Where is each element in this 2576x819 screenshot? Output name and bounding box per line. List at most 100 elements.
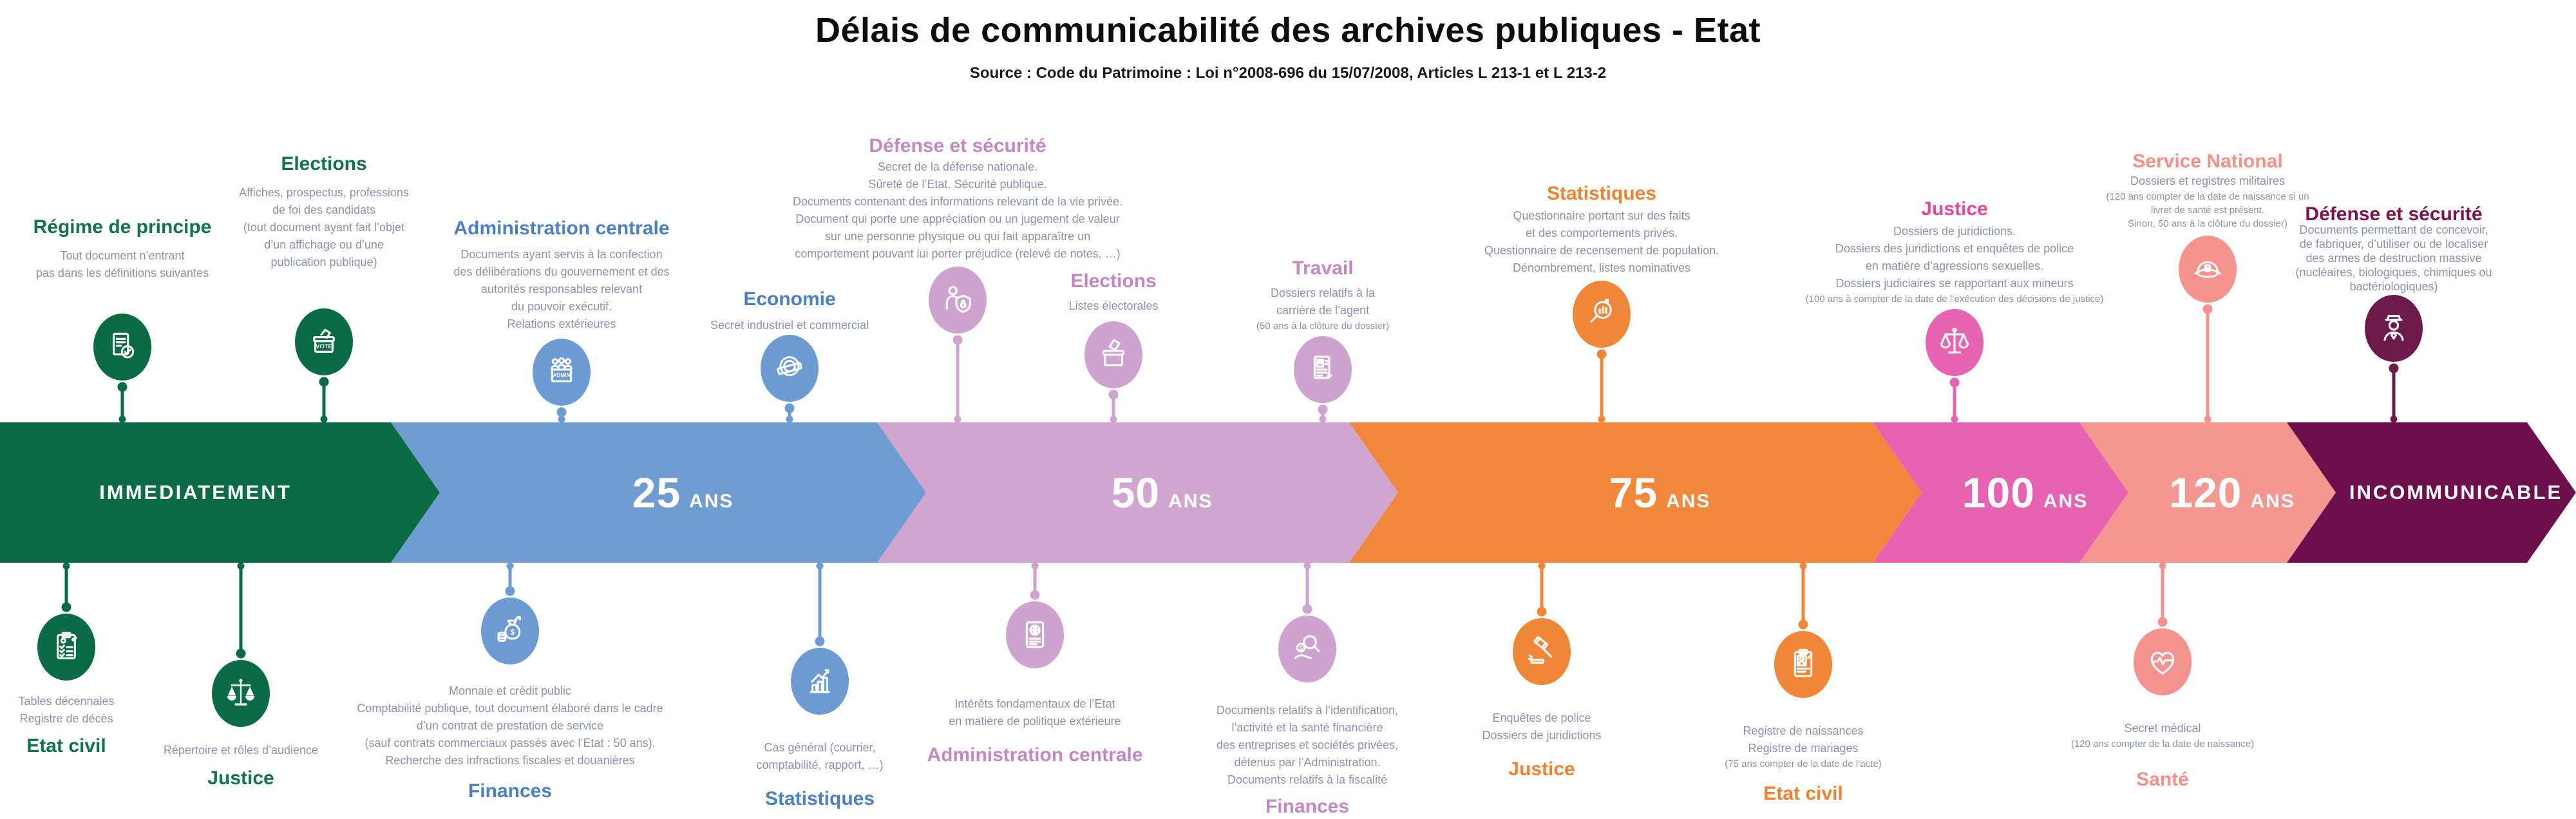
segment-label: IMMEDIATEMENT bbox=[99, 481, 291, 504]
segment-label: 100 ANS bbox=[1962, 468, 2088, 517]
connector-dot bbox=[1319, 415, 1327, 423]
description-line: Tout document n’entrant bbox=[60, 249, 185, 262]
description-line: Répertoire et rôles d’audience bbox=[163, 744, 319, 757]
description-line: bactériologiques) bbox=[2349, 280, 2438, 293]
description-line: Secret de la défense nationale. bbox=[877, 160, 1038, 173]
category-title-administration-centrale-50: Administration centrale bbox=[927, 744, 1143, 766]
svg-text:$: $ bbox=[510, 628, 515, 637]
category-title-defense-securite-50: Défense et sécurité bbox=[869, 135, 1046, 156]
description-line: de foi des candidats bbox=[272, 203, 376, 216]
admin-people-icon: ADMIN bbox=[551, 357, 573, 382]
connector-dot bbox=[1598, 415, 1605, 423]
category-title-economie-25: Economie bbox=[743, 288, 836, 310]
description-line: Dossiers et registres militaires bbox=[2130, 174, 2286, 187]
scales-filled-icon bbox=[227, 679, 255, 706]
connector-line bbox=[322, 386, 326, 422]
description-line: (120 ans compter de la date de naissance… bbox=[2070, 739, 2255, 749]
svg-text:VOTE: VOTE bbox=[316, 343, 332, 350]
description-line: Recherche des infractions fiscales et do… bbox=[385, 754, 635, 767]
category-balloon: $ bbox=[1278, 616, 1336, 682]
description-line: Dossiers des juridictions et enquêtes de… bbox=[1835, 242, 2074, 255]
connector-dot bbox=[1951, 415, 1958, 423]
connector-dot bbox=[117, 382, 128, 392]
military-cap-icon bbox=[2194, 261, 2221, 278]
magnifier-hand-icon: $ bbox=[1294, 635, 1320, 659]
connector-dot bbox=[2204, 415, 2211, 423]
scroll-globe-icon bbox=[1025, 621, 1045, 648]
connector-dot bbox=[558, 415, 565, 423]
category-balloon: $ bbox=[481, 598, 539, 664]
description-line: Dossiers de juridictions bbox=[1482, 729, 1602, 742]
category-balloon bbox=[212, 660, 270, 727]
connector-dot bbox=[62, 562, 70, 570]
connector-line bbox=[64, 563, 68, 603]
description-line: du pouvoir exécutif. bbox=[511, 300, 612, 313]
category-description: Secret médical (120 ans compter de la dat… bbox=[1989, 720, 2336, 751]
description-line: Registre de décès bbox=[19, 712, 113, 725]
page-subtitle: Source : Code du Patrimoine : Loi n°2008… bbox=[969, 64, 1607, 82]
category-title-etat-civil-75: Etat civil bbox=[1763, 783, 1843, 804]
description-line: carrière de l’agent bbox=[1276, 304, 1370, 317]
description-line: (nucléaires, biologiques, chimiques ou bbox=[2295, 266, 2492, 279]
bar-chart-up-icon bbox=[810, 669, 830, 693]
category-balloon bbox=[761, 335, 819, 402]
connector-dot bbox=[236, 648, 246, 659]
description-line: Sûreté de l’Etat. Sécurité publique. bbox=[868, 178, 1047, 191]
description-line: de fabriquer, d’utiliser ou de localiser bbox=[2299, 238, 2488, 250]
category-description: Tables décennales Registre de décès bbox=[0, 693, 176, 728]
category-description: Enquêtes de police Dossiers de juridictio… bbox=[1400, 710, 1683, 744]
description-line: Documents relatifs à la fiscalité bbox=[1227, 773, 1388, 786]
category-description: Répertoire et rôles d’audience bbox=[93, 742, 389, 759]
category-description: Documents relatifs à l’identification, l’… bbox=[1133, 702, 1481, 789]
description-line: Tables décennales bbox=[18, 695, 115, 708]
connector-line bbox=[239, 563, 243, 650]
description-line: des délibérations du gouvernement et des bbox=[453, 265, 670, 278]
description-line: Monnaie et crédit public bbox=[448, 684, 572, 697]
category-title-finances-50: Finances bbox=[1265, 796, 1350, 817]
description-line: sur une personne physique ou qui fait ap… bbox=[824, 230, 1091, 243]
category-title-service-national-120: Service National bbox=[2132, 151, 2283, 172]
connector-dot bbox=[118, 415, 126, 423]
connector-line bbox=[1540, 563, 1544, 608]
segment-years-unit: ANS bbox=[689, 491, 734, 512]
connector-dot bbox=[319, 377, 329, 387]
description-line: Document qui porte une appréciation ou u… bbox=[795, 212, 1120, 225]
category-description: Listes électorales bbox=[1010, 297, 1217, 315]
connector-dot bbox=[320, 415, 328, 423]
officer-icon bbox=[2383, 315, 2404, 341]
connector-dot bbox=[1108, 390, 1119, 400]
description-line: comptabilité, rapport, …) bbox=[756, 758, 884, 771]
description-line: d’un affichage ou d’une bbox=[264, 238, 384, 251]
clipboard-id-icon bbox=[1794, 648, 1813, 677]
description-line: des entreprises et sociétés privées, bbox=[1216, 739, 1399, 751]
connector-dot bbox=[505, 586, 515, 596]
connector-line bbox=[2206, 313, 2210, 422]
doc-check-icon bbox=[113, 332, 135, 359]
category-title-justice-100: Justice bbox=[1921, 198, 1988, 220]
connector-dot bbox=[816, 562, 824, 570]
category-balloon bbox=[1084, 321, 1142, 388]
category-balloon bbox=[2179, 236, 2237, 303]
segment-label: 75 ANS bbox=[1609, 468, 1711, 517]
scales-icon bbox=[1940, 327, 1969, 353]
description-line: (sauf contrats commerciaux passés avec l… bbox=[365, 737, 656, 749]
segment-label: 50 ANS bbox=[1112, 468, 1213, 517]
timeline-segment-50-ans: 50 ANS bbox=[877, 422, 1398, 563]
ballot-box-icon bbox=[1103, 339, 1124, 366]
connector-dot bbox=[815, 636, 825, 646]
description-line: Registre de mariages bbox=[1748, 742, 1859, 755]
category-title-statistiques-75: Statistiques bbox=[1546, 183, 1657, 204]
description-line: Relations extérieures bbox=[507, 317, 616, 330]
description-line: et des comportements privés. bbox=[1525, 227, 1678, 240]
connector-dot bbox=[1596, 349, 1607, 359]
category-balloon bbox=[1774, 631, 1832, 698]
description-line: pas dans les définitions suivantes bbox=[35, 267, 209, 279]
connector-dot bbox=[237, 562, 245, 570]
timeline-segment-120-ans: 120 ANS bbox=[2079, 422, 2336, 563]
category-description: Dossiers et registres militaires (120 ans… bbox=[2056, 173, 2359, 231]
description-line: publication publique) bbox=[270, 256, 377, 268]
description-line: comportement pouvant lui porter préjudic… bbox=[795, 247, 1121, 260]
connector-dot bbox=[1302, 604, 1312, 614]
category-description: Dossiers relatifs à la carrière de l’agen… bbox=[1200, 285, 1445, 333]
description-line: Dossiers relatifs à la bbox=[1270, 287, 1376, 299]
